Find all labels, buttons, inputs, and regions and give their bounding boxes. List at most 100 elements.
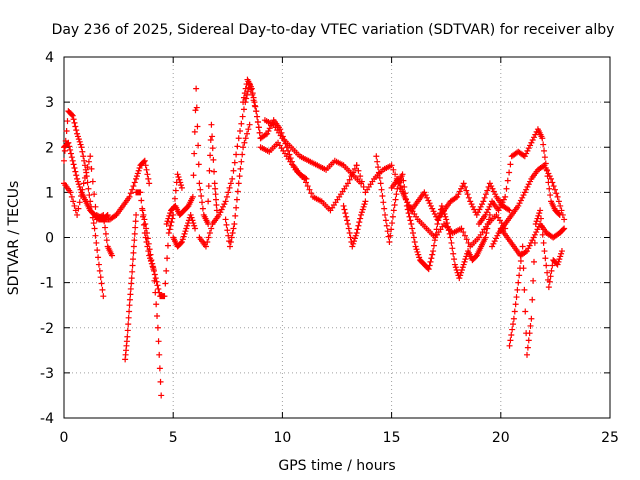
data-point [235,180,242,187]
data-point-interp [210,156,217,163]
data-point-interp [519,194,526,201]
data-point [443,216,450,223]
data-point-interp [445,227,452,234]
data-point-interp [404,199,411,206]
data-point [126,302,133,309]
data-point [161,293,168,300]
data-point-interp [130,183,137,190]
data-point-interp [81,157,88,164]
y-tick-label: -2 [40,321,54,337]
data-point-interp [351,165,358,172]
data-point-interp [302,174,309,181]
data-points [61,76,568,399]
data-point-interp [68,111,75,118]
data-point-interp [481,194,488,201]
data-point-interp [499,199,506,206]
data-point-interp [223,221,230,228]
data-point-interp [492,191,499,198]
y-tick-label: 0 [45,231,54,247]
data-point [189,193,196,200]
data-point-interp [229,229,236,236]
data-point-interp [487,201,494,208]
data-point-interp [523,186,530,193]
data-point-interp [542,255,549,262]
y-tick-label: 4 [45,50,54,66]
data-point-interp [556,256,563,263]
data-point-interp [503,185,510,192]
data-point-interp [341,206,348,213]
data-point-interp [236,173,243,180]
data-point-interp [127,285,134,292]
data-point-interp [191,128,198,135]
data-point-interp [529,237,536,244]
data-point-interp [429,251,436,258]
data-point-interp [511,308,518,315]
data-point-interp [456,188,463,195]
data-point-interp [86,192,93,199]
data-point-interp [124,327,131,334]
data-point-interp [405,202,412,209]
data-point-interp [549,262,556,269]
data-point-interp [89,178,96,185]
data-point-interp [517,197,524,204]
data-point-interp [527,239,534,246]
data-point-interp [428,255,435,262]
data-point-interp [74,178,81,185]
data-point [412,243,419,250]
data-point-interp [91,191,98,198]
data-point-interp [85,158,92,165]
data-point-interp [185,220,192,227]
x-tick-label: 20 [492,430,510,446]
data-point [467,198,474,205]
chart-title: Day 236 of 2025, Sidereal Day-to-day VTE… [52,22,615,38]
data-point-interp [375,169,382,176]
data-point-interp [146,246,153,253]
data-point-interp [399,186,406,193]
data-point [401,193,408,200]
data-point-interp [525,245,532,252]
data-point-interp [547,192,554,199]
data-point [382,211,389,218]
data-point [95,261,102,268]
data-point-interp [190,172,197,179]
data-point [524,248,531,255]
data-point-interp [134,170,141,177]
data-point-interp [141,216,148,223]
data-point-interp [410,229,417,236]
data-point-interp [423,194,430,201]
data-point-interp [520,192,527,199]
data-point-interp [144,171,151,178]
data-point-interp [241,139,248,146]
data-point-interp [407,217,414,224]
data-point-interp [450,250,457,257]
data-point-interp [85,185,92,192]
data-point-interp [191,222,198,229]
data-point-interp [344,217,351,224]
y-tick-label: 1 [45,185,54,201]
data-point-interp [537,215,544,222]
data-point-interp [205,183,212,190]
data-point-interp [250,94,257,101]
data-point-interp [204,239,211,246]
data-point-interp [430,208,437,215]
data-point-interp [153,278,160,285]
data-point-interp [389,220,396,227]
series-track-t [475,126,563,227]
data-point-interp [357,215,364,222]
data-point [473,211,480,218]
data-point [510,315,517,322]
data-point [248,85,255,92]
data-point [539,135,546,142]
data-point-interp [70,116,77,123]
data-point-interp [150,264,157,271]
data-point-interp [206,229,213,236]
data-point-interp [66,143,73,150]
data-point-interp [217,209,224,216]
data-point-interp [355,167,362,174]
data-point-interp [432,231,439,238]
data-point-interp [77,141,84,148]
data-point-interp [422,192,429,199]
data-point-interp [400,190,407,197]
data-point-interp [516,200,523,207]
